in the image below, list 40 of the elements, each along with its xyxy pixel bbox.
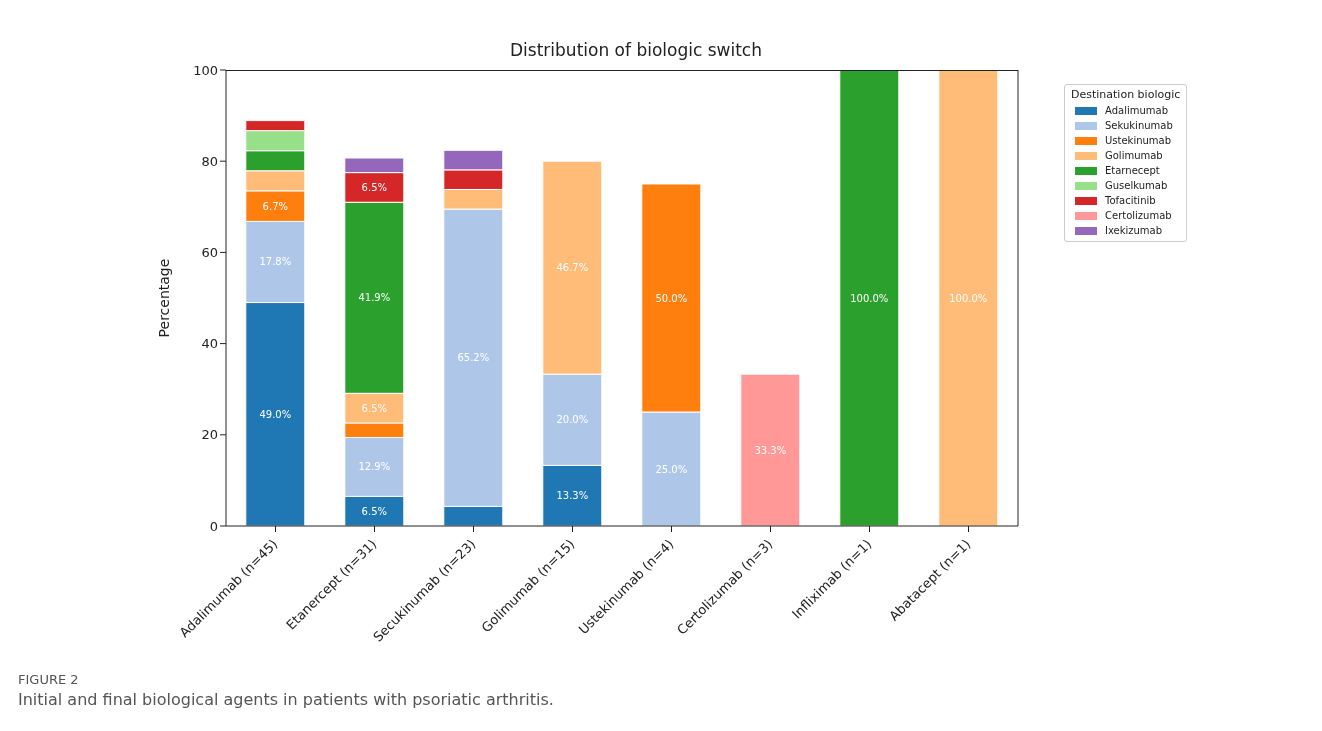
- legend-label: Adalimumab: [1105, 105, 1168, 116]
- data-label: 6.5%: [361, 181, 387, 193]
- legend-label: Etarnecept: [1105, 165, 1160, 176]
- data-label: 6.5%: [361, 402, 387, 414]
- bar: [839, 70, 900, 526]
- text: Initial and final biological agents in patients with psoriatic arthritis.: [18, 690, 554, 710]
- legend-label: Golimumab: [1105, 150, 1163, 161]
- legend-label: Ustekinumab: [1105, 135, 1172, 146]
- data-label: 6.7%: [262, 200, 288, 212]
- data-label: 17.8%: [259, 256, 292, 268]
- data-label: 50.0%: [655, 292, 688, 304]
- legend-title: Destination biologic: [1071, 88, 1181, 101]
- y-tick-label: 100: [193, 62, 218, 78]
- legend-label: Tofacitinib: [1105, 195, 1156, 206]
- y-tick-label: 20: [201, 427, 218, 443]
- caption: FIGURE 2: [18, 671, 80, 689]
- legend-label: Sekukinumab: [1105, 120, 1173, 131]
- y-tick-label: 80: [201, 153, 218, 169]
- data-label: 20.0%: [556, 414, 589, 426]
- y-tick-label: 60: [201, 245, 218, 261]
- chart-title: Distribution of biologic switch: [509, 40, 763, 60]
- y-tick-label: 40: [201, 336, 218, 352]
- legend-label: Ixekizumab: [1105, 225, 1163, 236]
- legend-label: Guselkumab: [1105, 180, 1168, 191]
- y-tick-label: 0: [209, 518, 218, 534]
- legend-label: Certolizumab: [1105, 210, 1172, 221]
- data-label: 65.2%: [457, 352, 490, 364]
- data-label: 100.0%: [949, 292, 988, 304]
- data-label: 100.0%: [850, 292, 889, 304]
- bar: [740, 373, 801, 526]
- data-label: 6.5%: [361, 505, 387, 517]
- data-label: 41.9%: [358, 292, 391, 304]
- data-label: 13.3%: [556, 490, 589, 502]
- data-label: 46.7%: [556, 262, 589, 274]
- data-label: 49.0%: [259, 408, 292, 420]
- y-axis-title: Percentage: [155, 258, 172, 338]
- data-label: 33.3%: [754, 444, 787, 456]
- data-label: 25.0%: [655, 463, 688, 475]
- data-label: 12.9%: [358, 461, 391, 473]
- bar: [938, 70, 999, 526]
